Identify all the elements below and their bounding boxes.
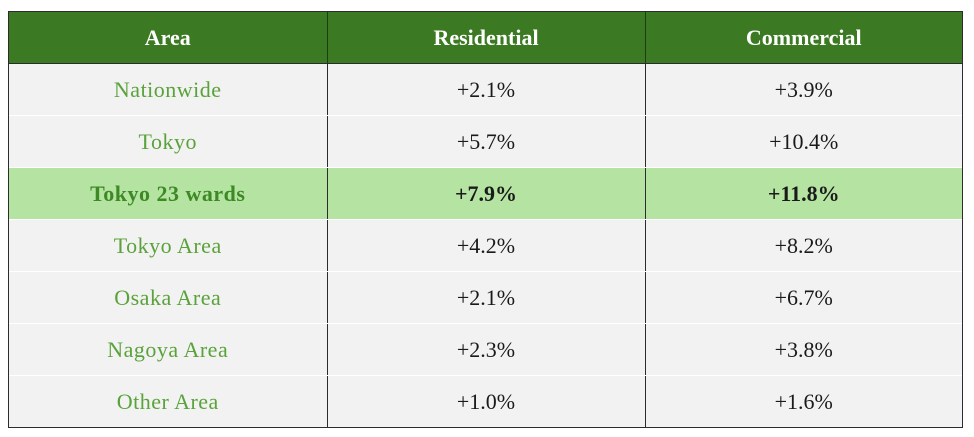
commercial-cell: +6.7%	[645, 271, 962, 324]
area-cell: Tokyo 23 wards	[9, 167, 328, 220]
residential-cell: +5.7%	[327, 115, 646, 168]
commercial-cell: +1.6%	[645, 375, 962, 427]
area-cell: Tokyo	[9, 115, 328, 168]
residential-cell: +2.3%	[327, 323, 646, 376]
header-row: Area Residential Commercial	[9, 12, 962, 64]
header-area: Area	[9, 12, 328, 64]
table-row-highlighted: Tokyo 23 wards +7.9% +11.8%	[9, 167, 962, 220]
area-cell: Osaka Area	[9, 271, 328, 324]
area-cell: Nationwide	[9, 63, 328, 116]
area-cell: Tokyo Area	[9, 219, 328, 272]
area-cell: Other Area	[9, 375, 328, 427]
commercial-cell: +3.9%	[645, 63, 962, 116]
land-price-change-table: Area Residential Commercial Nationwide +…	[8, 11, 963, 428]
commercial-cell: +11.8%	[645, 167, 962, 220]
residential-cell: +1.0%	[327, 375, 646, 427]
residential-cell: +2.1%	[327, 63, 646, 116]
table-row: Osaka Area +2.1% +6.7%	[9, 271, 962, 324]
table-row: Nationwide +2.1% +3.9%	[9, 63, 962, 116]
header-commercial: Commercial	[645, 12, 962, 64]
residential-cell: +7.9%	[327, 167, 646, 220]
header-residential: Residential	[327, 12, 646, 64]
commercial-cell: +3.8%	[645, 323, 962, 376]
area-cell: Nagoya Area	[9, 323, 328, 376]
commercial-cell: +8.2%	[645, 219, 962, 272]
commercial-cell: +10.4%	[645, 115, 962, 168]
residential-cell: +4.2%	[327, 219, 646, 272]
residential-cell: +2.1%	[327, 271, 646, 324]
table-row: Tokyo +5.7% +10.4%	[9, 115, 962, 168]
table-row: Other Area +1.0% +1.6%	[9, 375, 962, 427]
data-table: Area Residential Commercial Nationwide +…	[9, 12, 962, 427]
table-row: Nagoya Area +2.3% +3.8%	[9, 323, 962, 376]
table-row: Tokyo Area +4.2% +8.2%	[9, 219, 962, 272]
